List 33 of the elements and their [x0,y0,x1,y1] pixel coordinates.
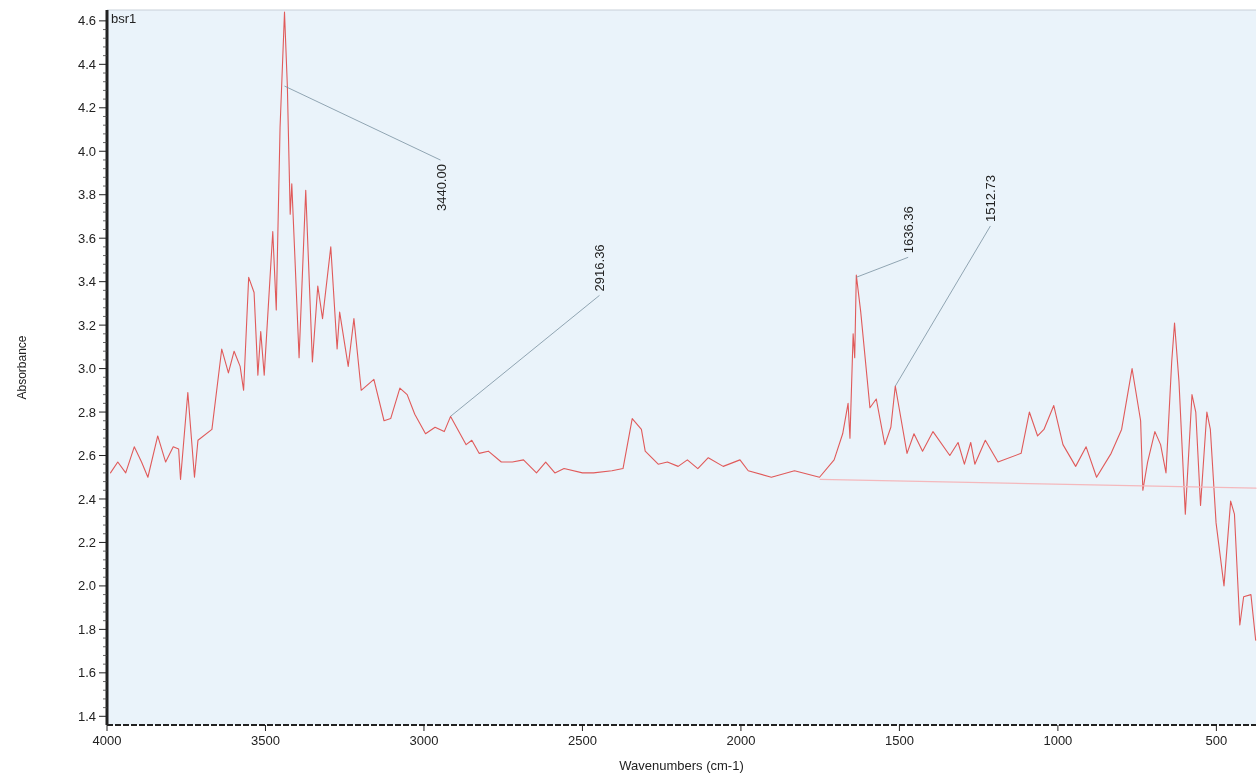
y-tick-label: 2.2 [77,535,96,550]
annotation: 1512.73 [983,174,999,222]
annotation: 1636.36 [901,206,917,254]
y-tick-label: 2.4 [77,491,96,507]
x-axis-title: Wavenumbers (cm-1) [619,758,744,773]
x-tick-label: 1000 [1043,733,1073,748]
x-tick-label: 500 [1205,733,1228,748]
y-tick-label: 2.6 [77,448,96,464]
chart-title: bsr1 [111,11,137,26]
x-tick-label: 2000 [726,733,756,748]
x-tick-label: 1500 [884,733,914,748]
x-tick-label: 3500 [251,733,280,748]
y-tick-label: 3.6 [77,230,96,246]
x-tick-label: 4000 [92,733,122,748]
y-tick-label: 3.4 [77,274,96,290]
y-tick-label: 2.8 [77,404,96,420]
y-tick-label: 3.2 [77,317,96,333]
line-series [109,11,1257,641]
y-tick-label: 1.4 [77,708,96,724]
annotation: 3440.00 [433,164,449,212]
annotation: 2916.36 [592,244,608,292]
x-tick-label: 3000 [409,733,439,748]
y-tick-label: 4.4 [77,56,96,72]
y-tick-label: 3.0 [77,361,96,377]
y-tick-label: 1.6 [77,665,96,681]
y-axis-title: Absorbance [15,335,29,400]
y-tick-label: 2.0 [77,578,96,594]
y-tick-label: 1.8 [77,621,96,637]
y-tick-label: 3.8 [77,187,96,203]
y-tick-label: 4.2 [77,100,96,116]
y-tick-label: 4.6 [77,13,96,29]
x-tick-label: 2500 [567,733,597,748]
y-tick-label: 4.0 [77,143,96,159]
